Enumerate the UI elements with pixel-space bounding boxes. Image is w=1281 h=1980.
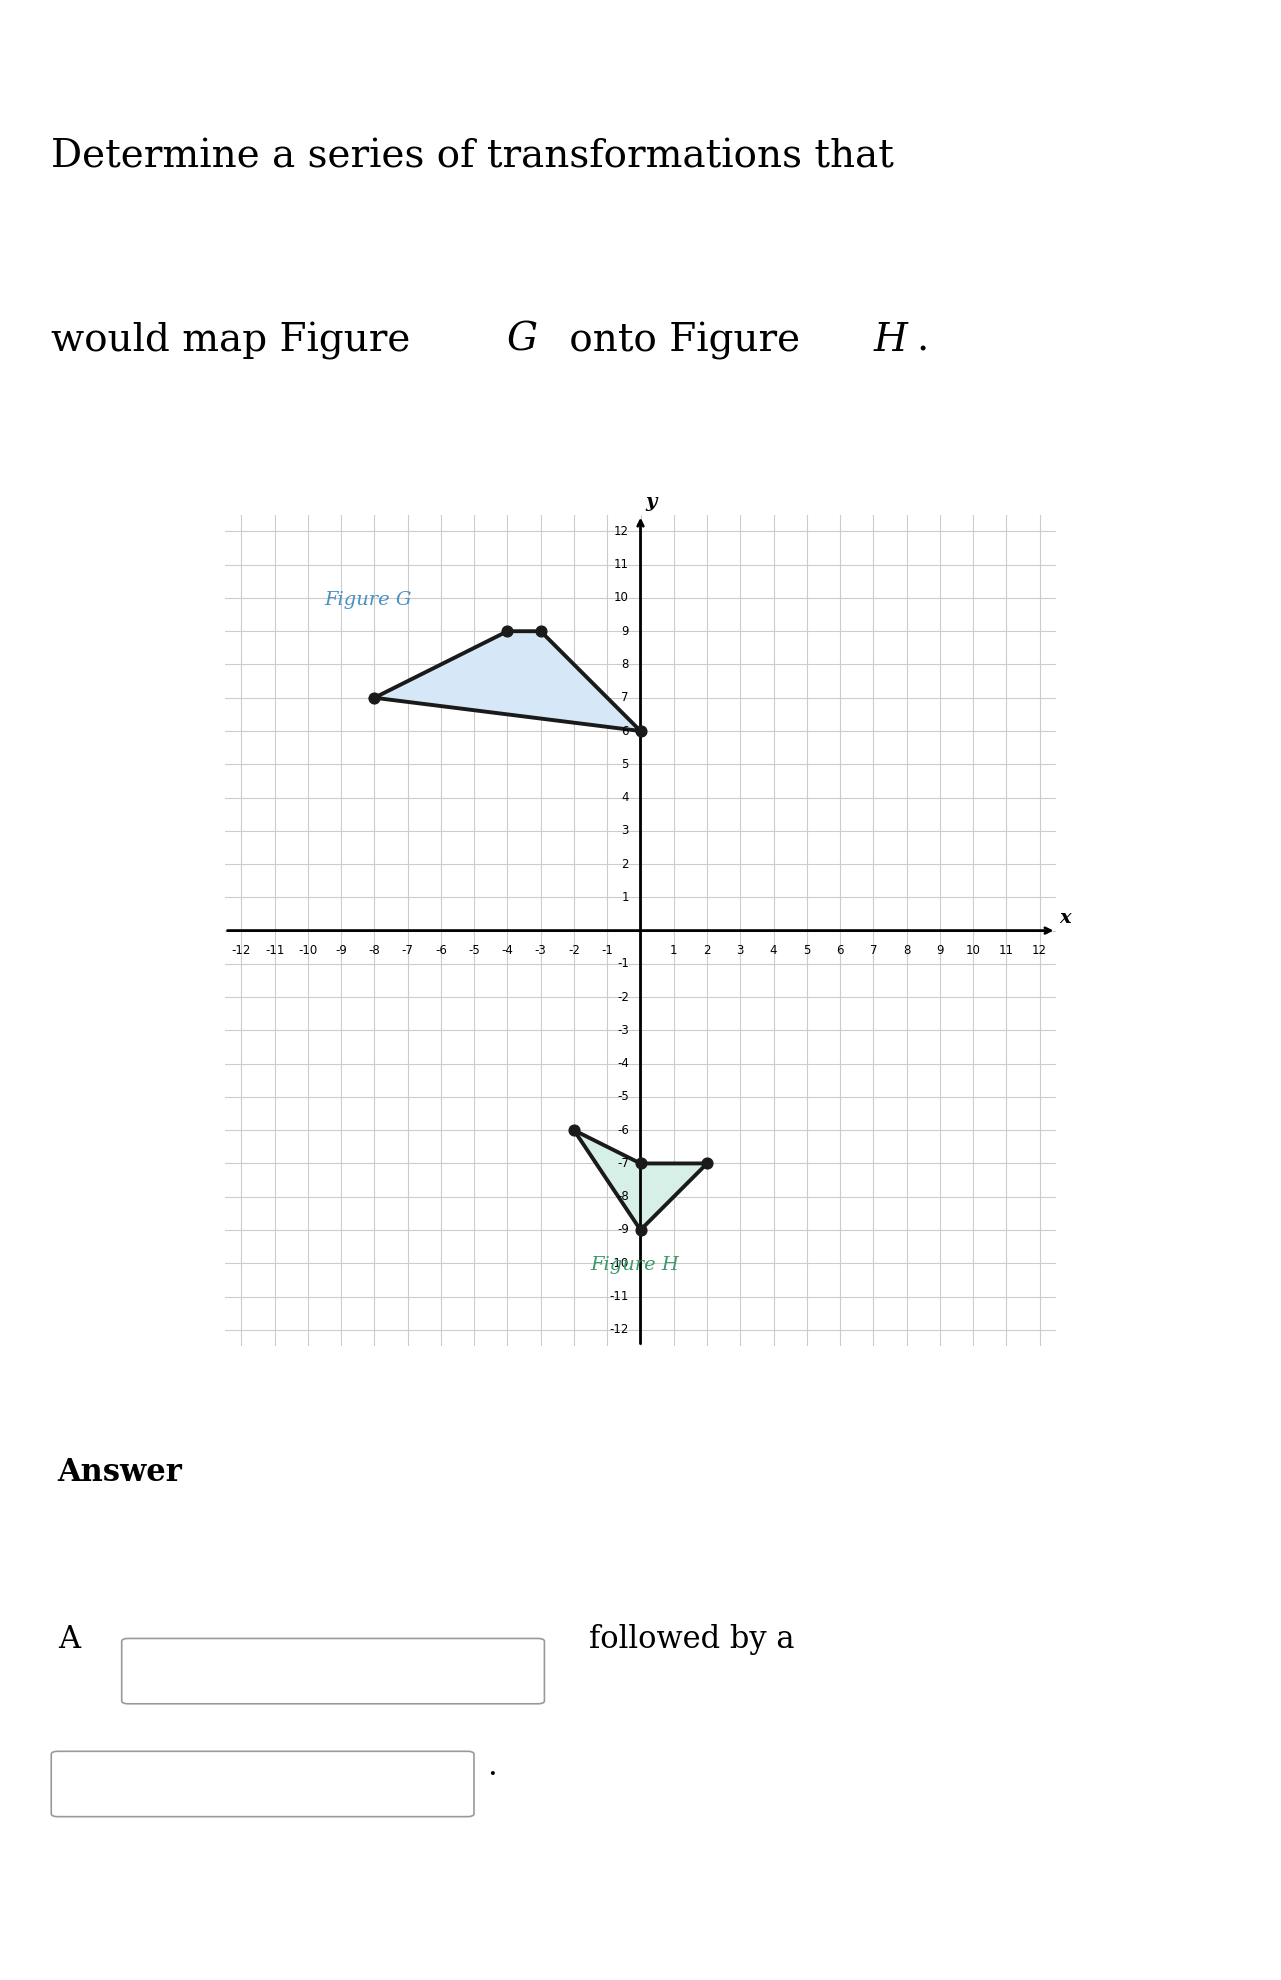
- Text: -9: -9: [617, 1224, 629, 1236]
- Text: onto Figure: onto Figure: [557, 321, 812, 360]
- Text: .: .: [916, 321, 929, 358]
- Point: [697, 1148, 717, 1180]
- Text: ∨: ∨: [450, 1776, 460, 1792]
- Text: 12: 12: [614, 525, 629, 539]
- Text: 2: 2: [621, 857, 629, 871]
- Text: 9: 9: [621, 626, 629, 638]
- Point: [630, 1148, 651, 1180]
- Text: 10: 10: [614, 592, 629, 604]
- Text: y: y: [646, 493, 657, 511]
- Text: 2: 2: [703, 944, 711, 956]
- Text: 5: 5: [621, 758, 629, 770]
- Text: -9: -9: [336, 944, 347, 956]
- Point: [364, 681, 384, 713]
- Text: 5: 5: [803, 944, 811, 956]
- Text: .: .: [487, 1750, 497, 1782]
- Text: 11: 11: [999, 944, 1013, 956]
- Text: -1: -1: [601, 944, 614, 956]
- Text: 12: 12: [1032, 944, 1047, 956]
- FancyBboxPatch shape: [51, 1750, 474, 1818]
- Text: -10: -10: [298, 944, 318, 956]
- Text: 10: 10: [966, 944, 980, 956]
- Text: G: G: [506, 321, 537, 358]
- Text: 8: 8: [621, 657, 629, 671]
- Text: -8: -8: [617, 1190, 629, 1204]
- Text: ∨: ∨: [520, 1663, 530, 1679]
- Text: -10: -10: [610, 1257, 629, 1269]
- Text: -3: -3: [535, 944, 547, 956]
- Text: -6: -6: [436, 944, 447, 956]
- Text: H: H: [874, 321, 907, 358]
- Text: A: A: [58, 1624, 79, 1655]
- Polygon shape: [374, 632, 640, 731]
- Text: -4: -4: [501, 944, 514, 956]
- Text: 7: 7: [621, 691, 629, 705]
- Text: 7: 7: [870, 944, 877, 956]
- Text: -5: -5: [617, 1091, 629, 1103]
- Text: -7: -7: [617, 1156, 629, 1170]
- Text: 6: 6: [836, 944, 844, 956]
- Text: 3: 3: [737, 944, 744, 956]
- Text: -11: -11: [265, 944, 284, 956]
- Text: followed by a: followed by a: [589, 1624, 794, 1655]
- Text: Figure H: Figure H: [591, 1255, 679, 1273]
- Text: -12: -12: [232, 944, 251, 956]
- Text: 8: 8: [903, 944, 911, 956]
- Text: 11: 11: [614, 558, 629, 570]
- Text: -12: -12: [610, 1323, 629, 1336]
- Point: [630, 715, 651, 746]
- Point: [497, 616, 518, 647]
- Text: -2: -2: [567, 944, 580, 956]
- Text: would map Figure: would map Figure: [51, 321, 423, 360]
- Text: -3: -3: [617, 1024, 629, 1038]
- FancyBboxPatch shape: [122, 1639, 544, 1703]
- Text: -8: -8: [369, 944, 380, 956]
- Polygon shape: [574, 1131, 707, 1230]
- Point: [564, 1115, 584, 1146]
- Text: 3: 3: [621, 824, 629, 838]
- Text: -5: -5: [469, 944, 480, 956]
- Text: 4: 4: [770, 944, 778, 956]
- Text: -4: -4: [617, 1057, 629, 1069]
- Text: 4: 4: [621, 792, 629, 804]
- Text: -2: -2: [617, 990, 629, 1004]
- Text: x: x: [1059, 909, 1071, 927]
- Text: -6: -6: [617, 1125, 629, 1137]
- Text: -7: -7: [402, 944, 414, 956]
- Text: 1: 1: [670, 944, 678, 956]
- Text: Answer: Answer: [58, 1457, 182, 1489]
- Text: -11: -11: [610, 1291, 629, 1303]
- Text: 6: 6: [621, 725, 629, 737]
- Point: [530, 616, 551, 647]
- Text: Figure G: Figure G: [324, 590, 412, 608]
- Point: [630, 1214, 651, 1245]
- Text: 9: 9: [936, 944, 944, 956]
- Text: Determine a series of transformations that: Determine a series of transformations th…: [51, 139, 894, 176]
- Text: -1: -1: [617, 958, 629, 970]
- Text: 1: 1: [621, 891, 629, 903]
